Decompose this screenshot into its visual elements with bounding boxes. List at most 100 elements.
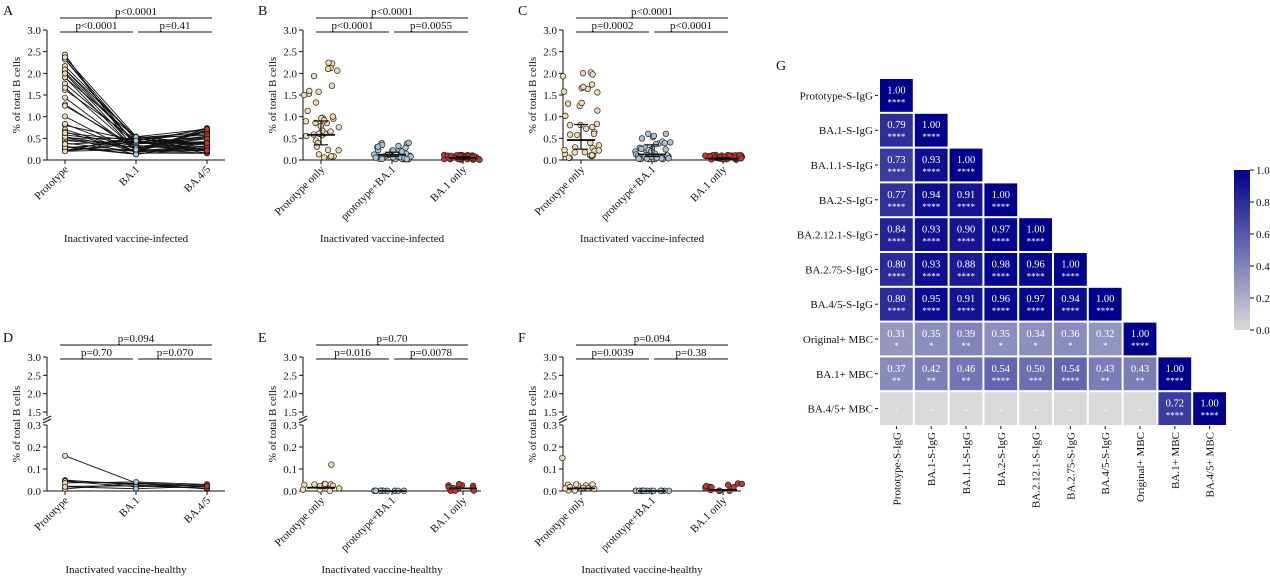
heatmap-cell-value: - bbox=[1069, 405, 1073, 416]
heatmap-cell bbox=[984, 253, 1018, 286]
data-point bbox=[312, 99, 320, 106]
colorbar-tick-label: 0.0 bbox=[1256, 325, 1270, 337]
heatmap-cell bbox=[984, 183, 1018, 217]
heatmap-cell-significance: **** bbox=[992, 271, 1011, 281]
heatmap-cell-value: 0.42 bbox=[922, 364, 940, 375]
data-point bbox=[662, 146, 669, 153]
heatmap-cell bbox=[1054, 322, 1087, 356]
heatmap-cell-value: 0.39 bbox=[957, 329, 975, 340]
heatmap-cell bbox=[914, 218, 948, 251]
axis-break-mark bbox=[298, 415, 308, 424]
data-point bbox=[455, 480, 463, 488]
heatmap-cell bbox=[949, 253, 983, 286]
p-value-label: p<0.0001 bbox=[371, 6, 413, 18]
data-point bbox=[62, 452, 68, 459]
heatmap-cell-significance: * bbox=[1068, 341, 1073, 351]
heatmap-cell-value: 0.37 bbox=[887, 364, 905, 375]
data-point bbox=[310, 72, 318, 80]
heatmap-row-label: BA.4/5+ MBC bbox=[808, 404, 874, 416]
data-point bbox=[403, 155, 410, 163]
colorbar bbox=[1234, 170, 1250, 330]
y-tick-label: 0.0 bbox=[543, 486, 557, 498]
heatmap-cell bbox=[1088, 322, 1122, 356]
x-tick-label: Prototype bbox=[32, 495, 71, 534]
data-point bbox=[578, 99, 585, 107]
p-value-label: p=0.0055 bbox=[410, 20, 452, 32]
y-tick-label: 0.2 bbox=[283, 442, 297, 454]
heatmap-cell bbox=[1158, 392, 1192, 425]
heatmap-cell-value: 0.31 bbox=[887, 329, 905, 340]
data-point bbox=[328, 82, 336, 89]
heatmap-cell-significance: **** bbox=[1027, 237, 1046, 247]
data-point bbox=[334, 67, 341, 74]
data-point bbox=[724, 481, 732, 488]
data-point bbox=[588, 152, 596, 159]
heatmap-cell bbox=[914, 113, 948, 147]
data-point bbox=[325, 59, 332, 66]
heatmap-cell-value: 0.84 bbox=[887, 225, 906, 236]
heatmap-cell-value: 1.00 bbox=[1131, 329, 1149, 340]
heatmap-cell bbox=[880, 357, 913, 391]
data-point bbox=[299, 486, 307, 493]
heatmap-cell-significance: **** bbox=[1061, 271, 1080, 281]
data-point bbox=[581, 149, 588, 156]
data-point bbox=[374, 143, 382, 150]
heatmap-cell-significance: **** bbox=[922, 271, 941, 281]
y-tick-label: 0.5 bbox=[543, 133, 557, 145]
data-point bbox=[302, 118, 310, 125]
y-tick-label: 2.0 bbox=[27, 389, 41, 401]
heatmap-col-label: Prototype-S-IgG bbox=[891, 432, 903, 505]
y-tick-label: 0.5 bbox=[27, 133, 41, 145]
heatmap-cell-significance: ** bbox=[962, 376, 972, 386]
data-point bbox=[62, 94, 68, 101]
heatmap-cell bbox=[914, 183, 948, 217]
heatmap-row-label: BA.2.75-S-IgG bbox=[805, 264, 873, 276]
data-point bbox=[378, 155, 386, 163]
y-tick-label: 2.5 bbox=[543, 370, 557, 382]
heatmap-cell-significance: * bbox=[999, 341, 1004, 351]
heatmap-cell-significance: **** bbox=[922, 132, 941, 142]
heatmap-cell-value: 1.00 bbox=[992, 190, 1010, 201]
heatmap-cell-value: 0.98 bbox=[992, 259, 1010, 270]
data-point bbox=[133, 151, 139, 158]
x-tick-label: Prototype only bbox=[273, 494, 328, 549]
heatmap-cell-value: 0.88 bbox=[957, 259, 975, 270]
data-point bbox=[315, 151, 323, 158]
heatmap-cell-significance: **** bbox=[1096, 306, 1115, 316]
data-point bbox=[645, 130, 652, 137]
x-tick-label: Prototype only bbox=[273, 163, 328, 218]
heatmap-cell-value: - bbox=[929, 405, 933, 416]
y-tick-label: 0.2 bbox=[27, 442, 41, 454]
heatmap-cell-value: 1.00 bbox=[1061, 259, 1079, 270]
heatmap-cell-significance: **** bbox=[887, 271, 906, 281]
y-tick-label: 2.0 bbox=[543, 389, 557, 401]
p-value-label: p<0.0001 bbox=[115, 6, 157, 18]
heatmap-cell bbox=[1054, 287, 1087, 321]
data-point bbox=[62, 84, 68, 91]
heatmap-cell-value: 0.80 bbox=[887, 259, 905, 270]
heatmap-cell-significance: **** bbox=[992, 237, 1011, 247]
data-point bbox=[335, 124, 342, 131]
heatmap-cell bbox=[984, 287, 1018, 321]
heatmap-cell-value: 0.91 bbox=[957, 190, 975, 201]
data-point bbox=[635, 155, 642, 162]
heatmap-cell bbox=[1123, 322, 1157, 356]
heatmap-cell-value: 0.73 bbox=[887, 155, 905, 166]
heatmap-cell-significance: ** bbox=[1136, 376, 1146, 386]
heatmap-cell-significance: **** bbox=[957, 306, 976, 316]
panel-c: C 0.0 0.5 1.0 1.5 2.0 2.5 3.0 % of total B cells… bbox=[518, 4, 746, 245]
data-point bbox=[321, 117, 328, 124]
y-tick-label: 0.0 bbox=[27, 155, 41, 167]
p-value-label: p=0.094 bbox=[118, 333, 155, 345]
heatmap-panel: GPrototype-S-IgGPrototype-S-IgG1.00****B… bbox=[776, 59, 1270, 508]
heatmap-cell-significance: * bbox=[1103, 341, 1108, 351]
panel-letter: D bbox=[3, 331, 13, 346]
heatmap-col-label: Original+ MBC bbox=[1135, 432, 1147, 502]
y-tick-label: 0.3 bbox=[283, 420, 297, 432]
heatmap-col-label: BA.2-S-IgG bbox=[996, 432, 1008, 486]
heatmap-cell-significance: **** bbox=[1061, 376, 1080, 386]
y-tick-label: 0.3 bbox=[543, 420, 557, 432]
data-point bbox=[565, 154, 572, 161]
heatmap-cell-value: 0.97 bbox=[1026, 294, 1044, 305]
y-tick-label: 1.0 bbox=[543, 112, 557, 124]
